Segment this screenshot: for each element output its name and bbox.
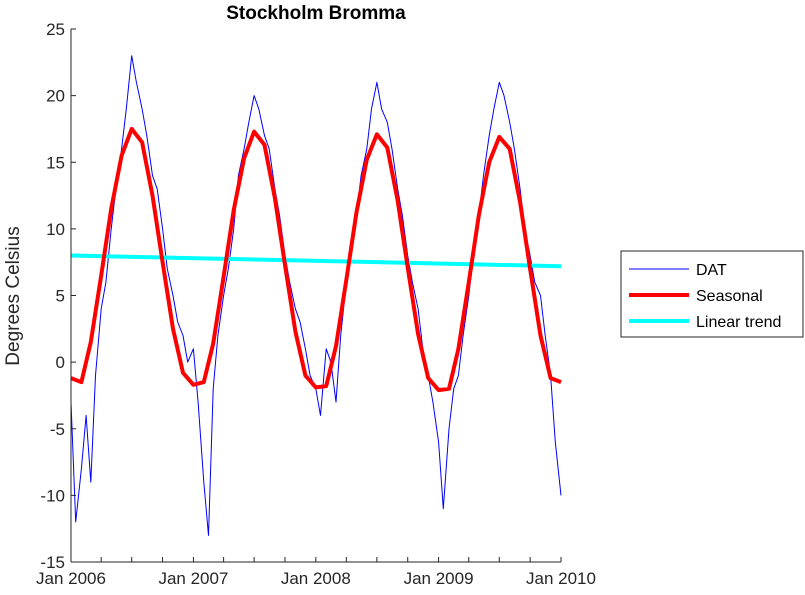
y-tick-label: 25 <box>46 20 65 39</box>
chart-title: Stockholm Bromma <box>226 3 406 24</box>
x-tick-label: Jan 2008 <box>281 569 351 588</box>
legend-label-dat: DAT <box>696 262 727 279</box>
y-tick-label: 10 <box>46 220 65 239</box>
y-tick-label: -5 <box>50 420 65 439</box>
legend-label-linear-trend: Linear trend <box>696 314 781 331</box>
series-seasonal-line <box>70 126 562 393</box>
y-tick-label: 15 <box>46 153 65 172</box>
y-tick-label: -10 <box>40 486 65 505</box>
series-dat-line <box>70 55 562 536</box>
series-linear-trend-line <box>70 253 562 269</box>
x-tick-label: Jan 2007 <box>158 569 228 588</box>
y-tick-label: 20 <box>46 87 65 106</box>
y-axis-label: Degrees Celsius <box>3 226 24 365</box>
axes: -15 -10 -5 0 5 10 15 20 25 Jan 2006 Jan 2007 Jan 20… <box>36 20 596 588</box>
y-tick-label: 0 <box>56 353 65 372</box>
x-tick-label: Jan 2010 <box>526 569 596 588</box>
x-tick-label: Jan 2006 <box>36 569 106 588</box>
y-tick-label: -15 <box>40 553 65 572</box>
legend-label-seasonal: Seasonal <box>696 288 763 305</box>
plot-area <box>70 55 562 536</box>
y-tick-label: 5 <box>56 287 65 306</box>
x-tick-label: Jan 2009 <box>404 569 474 588</box>
legend[interactable]: DAT Seasonal Linear trend <box>620 250 804 338</box>
